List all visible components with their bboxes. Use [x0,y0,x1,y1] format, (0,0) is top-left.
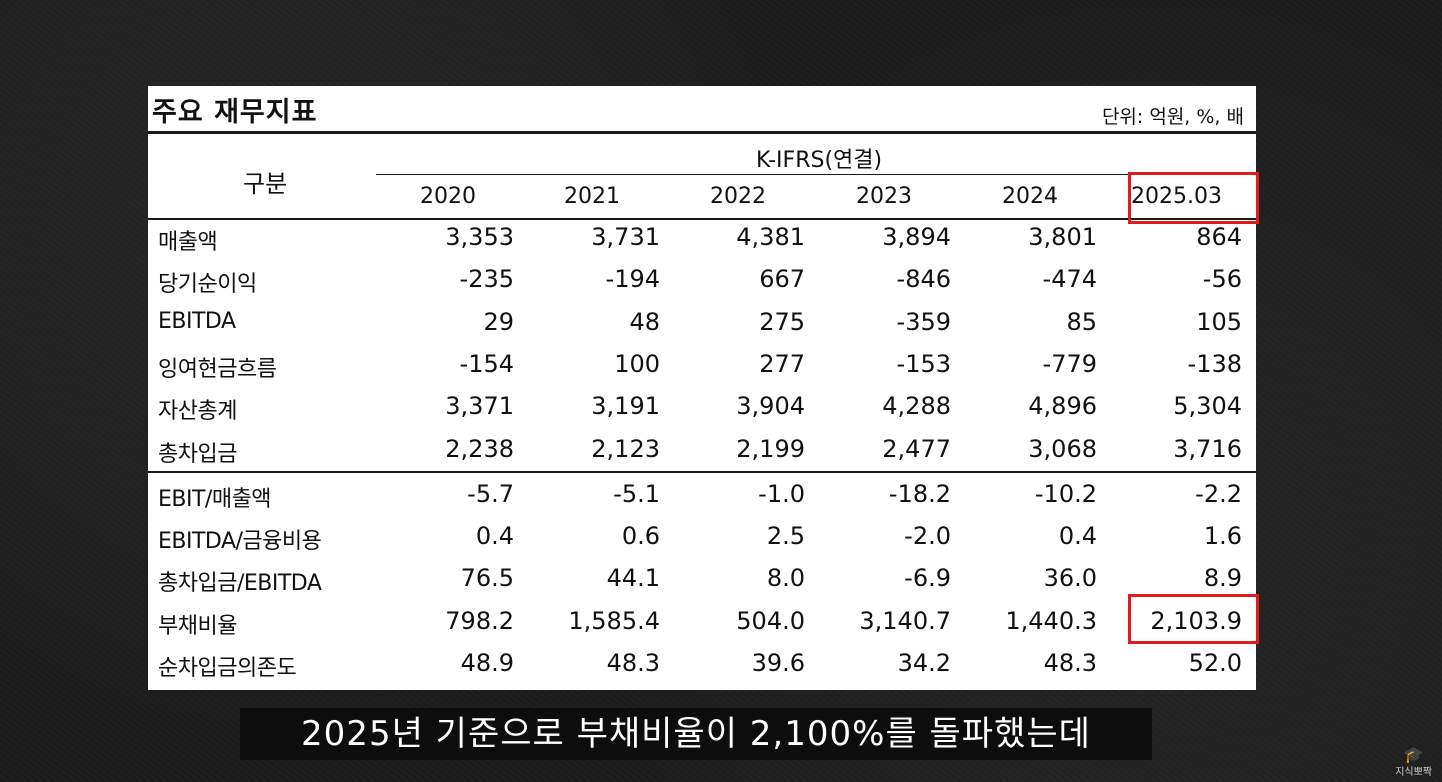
table-cell: 2,238 [445,434,514,463]
table-cell: 3,801 [1028,223,1097,251]
table-cell: 3,068 [1028,434,1097,463]
table-cell: 1.6 [1203,522,1242,551]
header-group-label: K-IFRS(연결) [756,148,883,173]
table-cell: 36.0 [1043,564,1097,593]
table-cell: 1,585.4 [568,606,660,635]
table-cell: 0.4 [475,522,514,551]
table-cell: 3,353 [445,223,514,251]
row-label: 순차입금의존도 [158,656,297,681]
financial-table-panel: 주요 재무지표 단위: 억원, %, 배 구분 K-IFRS(연결) 2020 … [148,86,1259,690]
table-cell: 100 [614,349,660,378]
row-label: 총차입금 [158,441,237,467]
year-header: 2024 [1002,184,1058,209]
header-group-rule [376,174,1256,175]
table-cell: 4,288 [882,392,951,421]
table-cell: 48 [629,307,660,336]
table-cell: 0.4 [1058,522,1097,551]
year-header: 2021 [564,184,620,209]
table-cell: -474 [1042,265,1097,294]
graduation-cap-icon: 🎓 [1403,745,1424,764]
row-label: 매출액 [158,230,218,255]
table-cell: 52.0 [1188,649,1242,677]
table-cell: -846 [896,265,951,294]
table-cell: 105 [1196,307,1242,336]
table-cell: 504.0 [736,606,805,635]
video-subtitle: 2025년 기준으로 부채비율이 2,100%를 돌파했는데 [240,708,1152,760]
row-header-label: 구분 [243,170,288,198]
table-cell: -138 [1187,349,1242,378]
highlight-box-debt-ratio [1128,594,1259,644]
table-cell: 3,731 [591,223,660,251]
table-cell: 4,381 [736,223,805,251]
table-cell: -5.7 [467,479,514,508]
table-cell: -779 [1042,349,1097,378]
table-cell: 5,304 [1173,392,1242,421]
table-cell: 798.2 [445,606,514,635]
row-label: EBIT/매출액 [158,486,272,512]
table-cell: -194 [605,265,660,294]
row-label: 당기순이익 [158,272,257,298]
table-cell: 2,477 [882,434,951,463]
top-rule [148,131,1256,134]
row-label: 자산총계 [158,399,237,425]
table-cell: 85 [1066,307,1097,336]
table-cell: -359 [896,307,951,336]
highlight-box-2025 [1128,172,1259,224]
table-cell: 4,896 [1028,392,1097,421]
table-cell: 0.6 [621,522,660,551]
table-cell: 275 [759,307,805,336]
year-header: 2025.03 [1131,184,1222,209]
row-label: 총차입금/EBITDA [158,571,322,597]
table-cell: 76.5 [460,564,514,593]
table-cell: 3,904 [736,392,805,421]
table-cell: -2.0 [904,522,951,551]
table-cell: -154 [459,349,514,378]
row-label: EBITDA/금융비용 [158,529,322,555]
table-cell: 2.5 [766,522,805,551]
unit-label: 단위: 억원, %, 배 [1101,106,1244,128]
table-cell: -1.0 [758,479,805,508]
table-cell: -56 [1202,265,1242,294]
year-header: 2023 [856,184,912,209]
table-cell: 2,199 [736,434,805,463]
table-cell: 34.2 [897,649,951,677]
table-cell: 48.3 [606,649,660,677]
table-cell: -5.1 [613,479,660,508]
table-cell: -153 [896,349,951,378]
table-cell: 8.0 [766,564,805,593]
table-cell: 2,123 [591,434,660,463]
row-label: EBITDA [158,308,236,334]
watermark: 🎓 지식뽀짝 [1395,745,1432,779]
table-cell: 2,103.9 [1150,606,1242,635]
table-cell: -18.2 [888,479,951,508]
year-header: 2020 [420,184,476,209]
table-cell: 667 [759,265,805,294]
table-cell: 48.3 [1043,649,1097,677]
table-cell: -6.9 [904,564,951,593]
row-label: 부채비율 [158,613,237,639]
table-cell: -10.2 [1034,479,1097,508]
table-cell: -235 [459,265,514,294]
table-cell: 44.1 [606,564,660,593]
year-header: 2022 [710,184,766,209]
table-title: 주요 재무지표 [152,97,318,128]
section-divider [148,471,1256,473]
table-cell: 3,191 [591,392,660,421]
table-cell: 3,371 [445,392,514,421]
table-cell: 48.9 [460,649,514,677]
table-cell: 8.9 [1203,564,1242,593]
table-cell: 277 [759,349,805,378]
table-cell: 39.6 [751,649,805,677]
table-cell: 864 [1196,223,1242,251]
watermark-text: 지식뽀짝 [1395,767,1432,778]
table-cell: -2.2 [1195,479,1242,508]
table-cell: 1,440.3 [1005,606,1097,635]
row-label: 잉여현금흐름 [158,356,277,382]
table-cell: 3,894 [882,223,951,251]
table-cell: 3,140.7 [859,606,951,635]
header-rule [148,218,1256,220]
table-cell: 29 [483,307,514,336]
table-cell: 3,716 [1173,434,1242,463]
